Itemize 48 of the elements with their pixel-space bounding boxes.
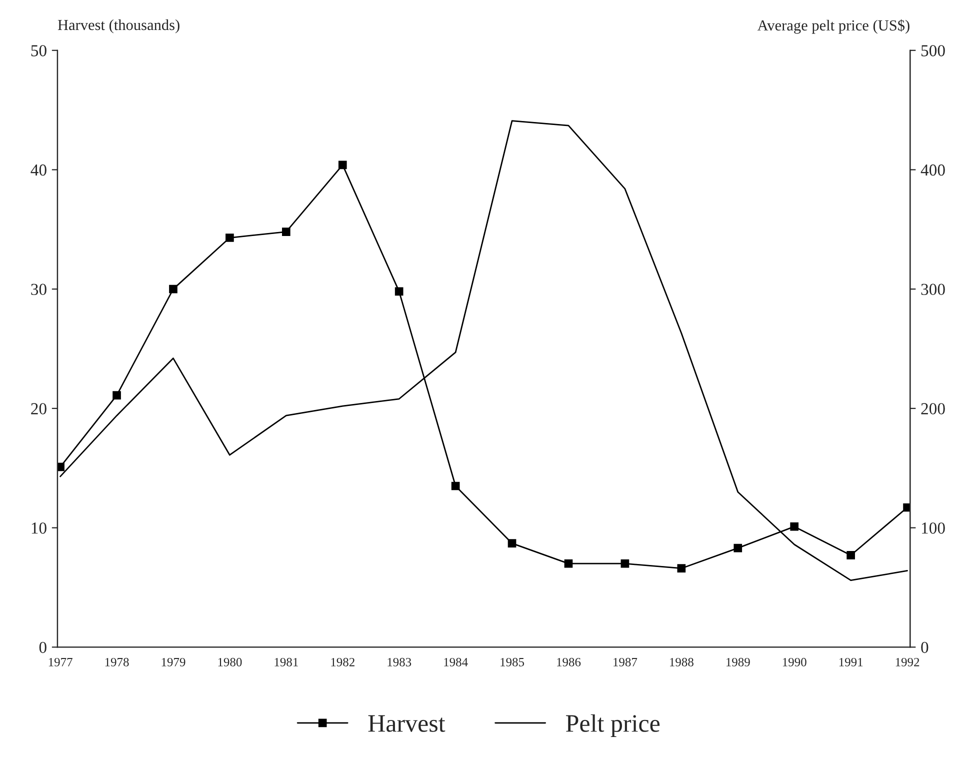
point: [677, 564, 686, 573]
x-tick-label: 1984: [444, 658, 468, 666]
y2-tick-label: 100: [922, 522, 945, 534]
x-tick-label: 1977: [48, 658, 72, 666]
x-tick-label: 1985: [500, 658, 524, 666]
y-tick-label: 30: [31, 284, 46, 296]
y2-tick-label: 400: [920, 164, 945, 176]
y2-tick-label: 200: [921, 403, 945, 414]
x-tick-label: 1978: [105, 658, 129, 666]
y2-tick-label: 0: [921, 642, 928, 654]
x-tick-label: 1988: [670, 658, 694, 666]
point: [282, 228, 290, 236]
legend-label: Pelt price: [566, 714, 660, 737]
point: [169, 284, 178, 294]
point: [564, 559, 573, 568]
y-tick-label: 0: [39, 642, 46, 654]
x-tick-label: 1992: [896, 658, 920, 666]
x-tick-label: 1981: [274, 658, 298, 666]
x-tick-label: 1979: [162, 658, 186, 666]
x-tick-label: 1983: [388, 658, 412, 666]
x-tick-label: 1990: [782, 658, 806, 666]
point: [451, 482, 460, 490]
point: [226, 234, 234, 242]
point: [508, 539, 516, 548]
point: [394, 287, 404, 296]
x-tick-label: 1986: [557, 658, 581, 666]
y2-tick-label: 500: [921, 45, 945, 56]
x-tick-label: 1991: [839, 658, 863, 666]
x-tick-label: 1980: [218, 658, 242, 666]
y-tick-label: 50: [31, 45, 46, 56]
y-axis-title: Harvest (thousands): [58, 19, 180, 34]
point: [846, 551, 855, 560]
x-tick-label: 1987: [614, 658, 638, 666]
legend-label: Harvest: [368, 715, 446, 732]
point: [903, 503, 910, 512]
x-tick-label: 1989: [726, 658, 750, 666]
point: [734, 544, 742, 552]
y-tick-label: 20: [31, 403, 46, 414]
y2-tick-label: 300: [921, 284, 945, 296]
y-tick-label: 40: [30, 164, 46, 176]
y-tick-label: 10: [32, 522, 46, 534]
y2-axis-title: Average pelt price (US$): [757, 19, 910, 34]
point: [112, 391, 121, 400]
x-tick-label: 1982: [331, 658, 354, 666]
point: [790, 522, 799, 531]
point: [57, 462, 64, 472]
point: [620, 559, 630, 568]
point: [338, 160, 347, 170]
